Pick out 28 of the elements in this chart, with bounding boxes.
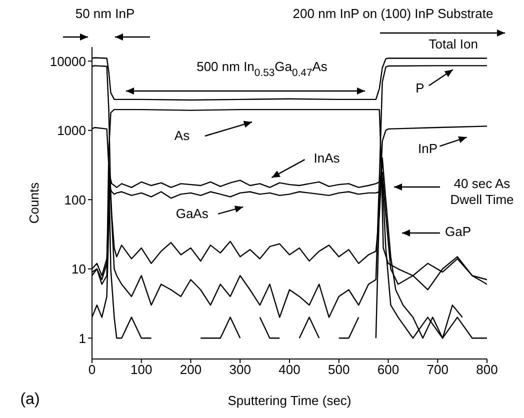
annotation: P	[416, 81, 424, 96]
annotation: Total Ion	[428, 36, 478, 52]
x-tick-label: 600	[377, 362, 400, 378]
x-tick-label: 0	[88, 362, 96, 378]
x-tick-label: 700	[426, 362, 448, 378]
text: 200 nm InP on (100) InP Substrate	[292, 6, 494, 22]
annotation: 40 sec As Dwell Time	[450, 176, 514, 208]
x-tick-label: 400	[278, 362, 300, 378]
x-tick-label: 800	[476, 362, 498, 378]
y-tick-label: 10	[72, 262, 86, 277]
annotation: As	[174, 128, 190, 144]
x-tick-label: 100	[130, 362, 152, 378]
x-tick-label: 200	[180, 362, 202, 378]
y-axis-title: Counts	[26, 182, 42, 224]
text: (a)	[20, 391, 40, 408]
annotation: GaAs	[176, 206, 209, 222]
y-tick-label: 1000	[57, 123, 86, 138]
text: 50 nm InP	[75, 6, 135, 22]
annotation: 500 nm In$_{0.53}$Ga$_{0.47}$As	[196, 59, 328, 80]
x-axis-title: Sputtering Time (sec)	[228, 393, 352, 408]
y-tick-label: 1	[78, 330, 86, 346]
x-tick-label: 500	[328, 362, 350, 378]
y-tick-label: 10000	[50, 54, 86, 69]
annotation: GaP	[444, 224, 472, 240]
x-tick-label: 300	[229, 362, 251, 378]
annotation: InAs	[314, 151, 340, 166]
annotation: InP	[418, 142, 438, 157]
y-tick-label: 100	[64, 192, 86, 208]
